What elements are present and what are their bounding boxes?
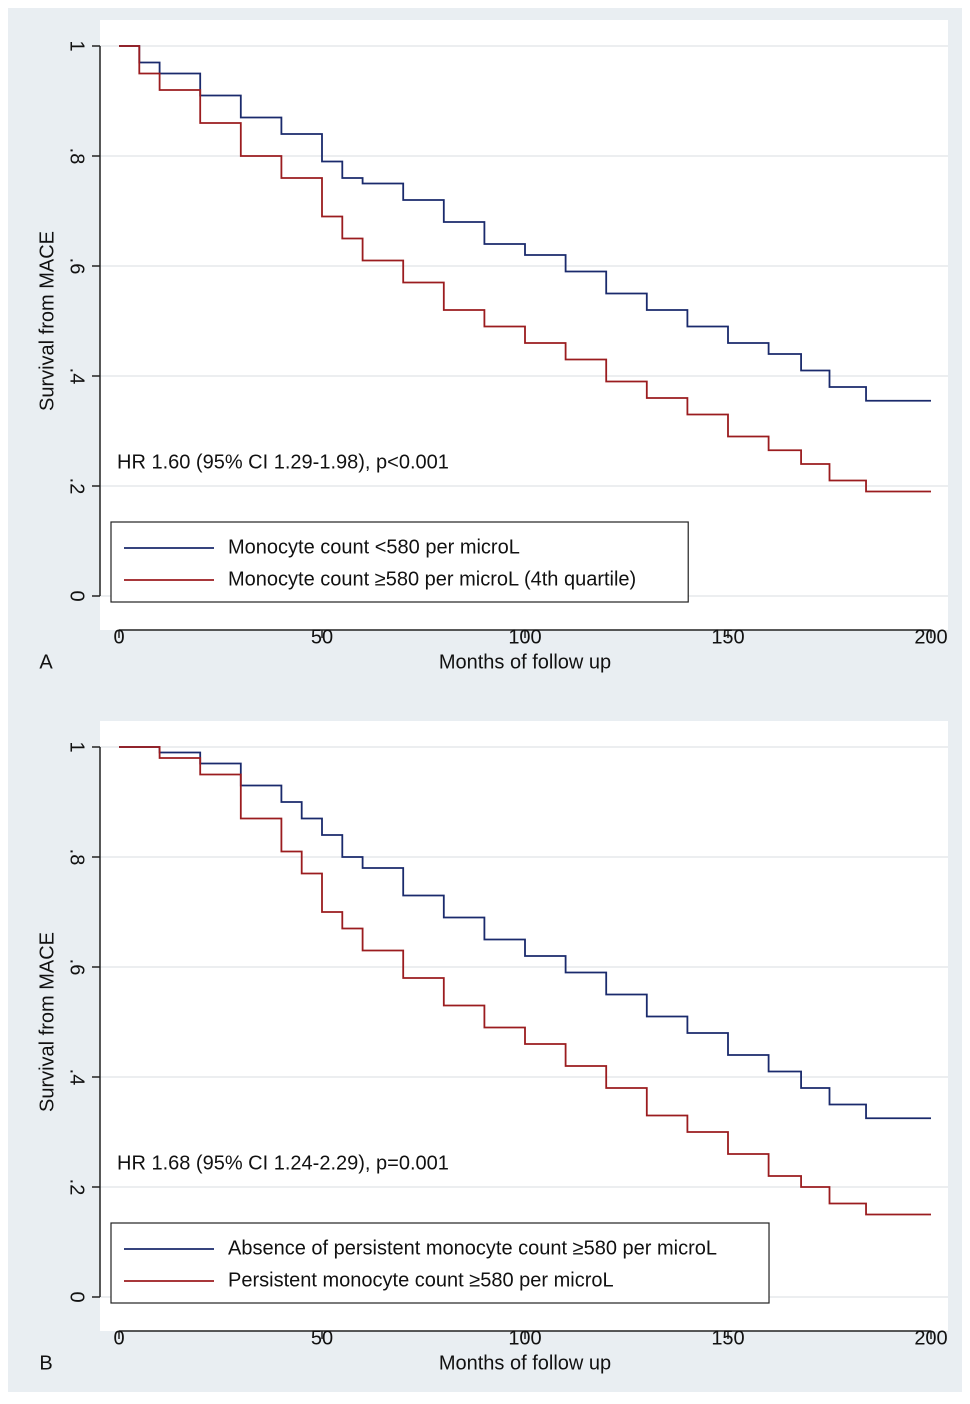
annotation: HR 1.60 (95% CI 1.29-1.98), p<0.001 — [117, 451, 449, 473]
y-tick-label: 1 — [66, 741, 88, 752]
x-axis-title: Months of follow up — [439, 651, 611, 673]
y-axis-title: Survival from MACE — [36, 932, 58, 1112]
x-tick-label: 50 — [311, 1327, 333, 1349]
x-tick-label: 200 — [914, 626, 947, 648]
legend-box — [110, 1222, 770, 1304]
y-tick-label: .4 — [66, 368, 88, 385]
x-tick-label: 200 — [914, 1327, 947, 1349]
legend-label: Monocyte count ≥580 per microL (4th quar… — [228, 568, 636, 590]
y-tick-label: .8 — [66, 849, 88, 866]
y-tick-label: 0 — [66, 1291, 88, 1302]
x-tick-label: 0 — [113, 626, 124, 648]
y-tick-label: .6 — [66, 258, 88, 275]
y-tick-label: 1 — [66, 40, 88, 51]
annotation: HR 1.68 (95% CI 1.24-2.29), p=0.001 — [117, 1152, 449, 1174]
x-tick-label: 150 — [711, 626, 744, 648]
survival-line — [119, 45, 931, 402]
legend-label: Absence of persistent monocyte count ≥58… — [228, 1237, 717, 1259]
y-tick-label: .2 — [66, 1179, 88, 1196]
survival-line — [119, 45, 931, 493]
y-axis-title: Survival from MACE — [36, 231, 58, 411]
y-tick-label: .2 — [66, 478, 88, 495]
panel-label: A — [39, 651, 53, 673]
y-tick-label: .6 — [66, 959, 88, 976]
x-tick-label: 150 — [711, 1327, 744, 1349]
panel-label: B — [39, 1352, 52, 1374]
x-tick-label: 100 — [508, 1327, 541, 1349]
x-tick-label: 100 — [508, 626, 541, 648]
y-tick-label: 0 — [66, 590, 88, 601]
legend-label: Persistent monocyte count ≥580 per micro… — [228, 1269, 614, 1291]
survival-line — [119, 746, 931, 1216]
legend-label: Monocyte count <580 per microL — [228, 536, 520, 558]
legend-box — [110, 521, 689, 603]
survival-line — [119, 746, 931, 1120]
y-tick-label: .4 — [66, 1069, 88, 1086]
x-tick-label: 0 — [113, 1327, 124, 1349]
x-axis-title: Months of follow up — [439, 1352, 611, 1374]
y-tick-label: .8 — [66, 148, 88, 165]
x-tick-label: 50 — [311, 626, 333, 648]
